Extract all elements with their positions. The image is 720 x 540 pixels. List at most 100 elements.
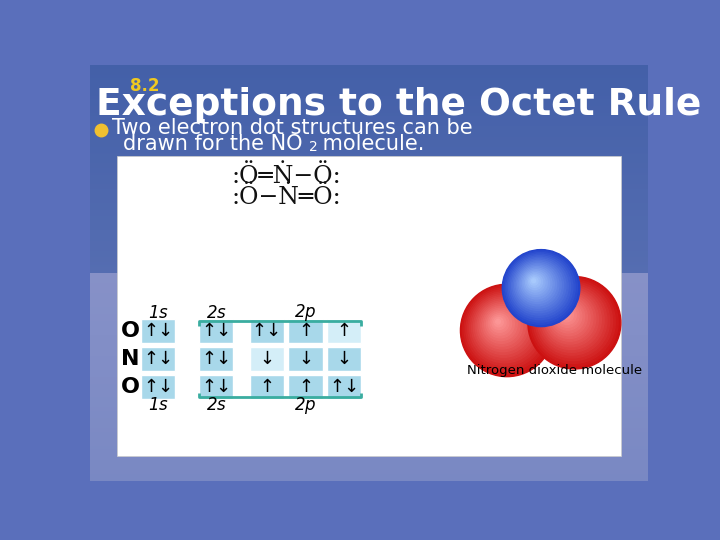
Bar bbox=[90, 467, 648, 468]
Text: ↓: ↓ bbox=[298, 350, 313, 368]
Bar bbox=[90, 316, 648, 318]
Bar bbox=[90, 374, 648, 375]
Bar bbox=[90, 275, 648, 276]
Bar bbox=[90, 78, 648, 79]
Bar bbox=[90, 115, 648, 116]
Bar bbox=[90, 469, 648, 470]
Bar bbox=[90, 272, 648, 273]
Bar bbox=[90, 463, 648, 464]
Bar bbox=[90, 308, 648, 309]
Bar bbox=[90, 232, 648, 233]
Bar bbox=[90, 67, 648, 68]
Bar bbox=[90, 187, 648, 188]
Bar bbox=[90, 205, 648, 206]
Bar bbox=[90, 461, 648, 462]
Bar bbox=[90, 71, 648, 72]
Bar bbox=[90, 464, 648, 465]
Text: ↑↓: ↑↓ bbox=[143, 322, 174, 340]
FancyBboxPatch shape bbox=[327, 319, 361, 343]
Bar bbox=[90, 381, 648, 382]
Bar bbox=[90, 473, 648, 474]
Bar bbox=[90, 143, 648, 144]
Bar bbox=[90, 313, 648, 314]
Bar bbox=[90, 351, 648, 352]
Bar bbox=[90, 180, 648, 181]
Bar bbox=[90, 360, 648, 361]
Bar bbox=[90, 303, 648, 304]
Bar bbox=[90, 298, 648, 299]
Bar bbox=[90, 138, 648, 139]
Bar bbox=[90, 408, 648, 409]
Bar bbox=[90, 122, 648, 123]
Bar bbox=[90, 198, 648, 199]
Bar bbox=[90, 326, 648, 327]
Bar bbox=[90, 459, 648, 460]
Bar bbox=[90, 319, 648, 320]
Bar bbox=[90, 387, 648, 388]
Circle shape bbox=[532, 279, 536, 283]
Bar bbox=[90, 204, 648, 205]
Bar bbox=[90, 96, 648, 97]
Circle shape bbox=[554, 302, 582, 330]
Bar bbox=[90, 113, 648, 114]
Bar bbox=[90, 372, 648, 373]
Circle shape bbox=[515, 262, 561, 308]
Bar bbox=[90, 304, 648, 305]
Bar bbox=[90, 385, 648, 386]
Bar bbox=[90, 166, 648, 167]
Bar bbox=[90, 238, 648, 239]
Bar bbox=[90, 212, 648, 213]
Circle shape bbox=[550, 299, 588, 336]
Bar bbox=[90, 140, 648, 141]
Bar bbox=[90, 460, 648, 461]
Bar bbox=[90, 156, 648, 157]
Bar bbox=[90, 211, 648, 212]
Circle shape bbox=[488, 312, 512, 335]
Bar bbox=[90, 269, 648, 271]
Bar bbox=[90, 363, 648, 364]
Bar bbox=[90, 452, 648, 453]
Circle shape bbox=[559, 308, 573, 322]
Circle shape bbox=[461, 284, 554, 377]
FancyBboxPatch shape bbox=[289, 347, 323, 371]
Circle shape bbox=[530, 278, 538, 285]
Bar bbox=[90, 135, 648, 136]
Bar bbox=[90, 334, 648, 335]
Bar bbox=[90, 189, 648, 190]
Bar bbox=[90, 318, 648, 319]
Bar bbox=[90, 392, 648, 393]
Circle shape bbox=[513, 260, 564, 310]
Bar bbox=[90, 88, 648, 89]
Bar bbox=[90, 282, 648, 283]
Bar bbox=[90, 194, 648, 195]
Bar bbox=[90, 306, 648, 307]
Bar bbox=[90, 406, 648, 407]
Bar bbox=[90, 114, 648, 115]
Bar bbox=[90, 195, 648, 197]
Bar bbox=[90, 355, 648, 356]
Bar bbox=[90, 296, 648, 298]
Circle shape bbox=[477, 301, 528, 352]
Bar bbox=[90, 258, 648, 259]
Text: 2: 2 bbox=[309, 140, 318, 154]
Text: drawn for the NO: drawn for the NO bbox=[123, 134, 303, 154]
Bar bbox=[90, 206, 648, 207]
Bar bbox=[90, 150, 648, 151]
Text: 2$s$: 2$s$ bbox=[206, 396, 227, 414]
Bar bbox=[90, 236, 648, 237]
Bar bbox=[90, 188, 648, 189]
Bar bbox=[90, 470, 648, 471]
Bar bbox=[90, 218, 648, 219]
FancyBboxPatch shape bbox=[289, 375, 323, 399]
Bar bbox=[90, 75, 648, 76]
Bar bbox=[90, 367, 648, 368]
Bar bbox=[90, 345, 648, 346]
Bar bbox=[90, 239, 648, 240]
Bar bbox=[90, 119, 648, 120]
Bar bbox=[90, 184, 648, 185]
Bar bbox=[90, 310, 648, 311]
Bar bbox=[90, 411, 648, 412]
Bar bbox=[90, 106, 648, 107]
Bar bbox=[90, 94, 648, 95]
Circle shape bbox=[512, 259, 566, 313]
